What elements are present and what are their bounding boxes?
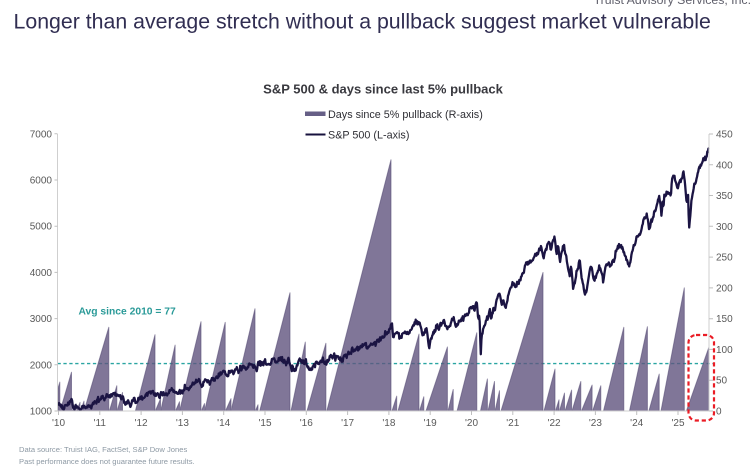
svg-text:3000: 3000: [30, 314, 53, 325]
svg-text:150: 150: [716, 314, 733, 325]
svg-text:250: 250: [716, 253, 733, 264]
svg-text:300: 300: [716, 222, 733, 233]
svg-text:4000: 4000: [30, 268, 53, 279]
svg-text:2000: 2000: [30, 360, 53, 371]
svg-text:Avg since 2010 = 77: Avg since 2010 = 77: [79, 306, 176, 317]
svg-text:'23: '23: [589, 418, 602, 429]
svg-text:0: 0: [716, 407, 722, 418]
svg-text:'17: '17: [341, 418, 354, 429]
svg-text:200: 200: [716, 283, 733, 294]
svg-text:'25: '25: [671, 418, 684, 429]
svg-text:Past performance does not guar: Past performance does not guarantee futu…: [19, 457, 195, 466]
svg-text:'22: '22: [548, 418, 561, 429]
svg-text:100: 100: [716, 345, 733, 356]
svg-text:'20: '20: [465, 418, 478, 429]
svg-text:5000: 5000: [30, 222, 53, 233]
svg-text:'16: '16: [300, 418, 313, 429]
svg-text:350: 350: [716, 191, 733, 202]
svg-text:'11: '11: [94, 418, 107, 429]
svg-text:Truist Advisory Services, Inc.: Truist Advisory Services, Inc.: [594, 0, 751, 7]
svg-text:50: 50: [716, 376, 728, 387]
svg-text:Data source: Truist IAG, FactS: Data source: Truist IAG, FactSet, S&P Do…: [19, 445, 187, 454]
svg-text:'24: '24: [630, 418, 643, 429]
svg-text:S&P 500 (L-axis): S&P 500 (L-axis): [328, 130, 409, 142]
svg-text:'18: '18: [382, 418, 395, 429]
svg-text:'14: '14: [217, 418, 230, 429]
svg-text:'19: '19: [424, 418, 437, 429]
svg-text:7000: 7000: [30, 129, 53, 140]
svg-text:400: 400: [716, 160, 733, 171]
svg-text:1000: 1000: [30, 407, 53, 418]
svg-text:'21: '21: [506, 418, 519, 429]
svg-text:6000: 6000: [30, 176, 53, 187]
svg-text:'12: '12: [135, 418, 148, 429]
svg-text:Longer than average stretch wi: Longer than average stretch without a pu…: [14, 10, 711, 34]
svg-text:'15: '15: [258, 418, 271, 429]
svg-text:'13: '13: [176, 418, 189, 429]
svg-text:S&P 500 & days since last 5% p: S&P 500 & days since last 5% pullback: [263, 82, 503, 97]
svg-text:'10: '10: [52, 418, 65, 429]
svg-text:Days since 5% pullback (R-axis: Days since 5% pullback (R-axis): [328, 109, 483, 121]
svg-text:450: 450: [716, 130, 733, 141]
